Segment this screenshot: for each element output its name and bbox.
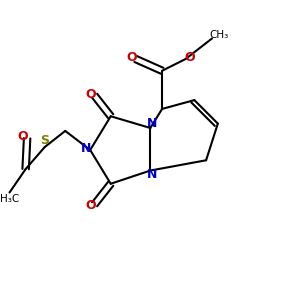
Text: O: O bbox=[85, 199, 95, 212]
Text: O: O bbox=[85, 88, 95, 101]
Text: N: N bbox=[81, 142, 91, 155]
Text: O: O bbox=[184, 51, 195, 64]
Text: H₃C: H₃C bbox=[0, 194, 19, 204]
Text: N: N bbox=[147, 117, 157, 130]
Text: O: O bbox=[17, 130, 28, 143]
Text: S: S bbox=[40, 134, 49, 147]
Text: N: N bbox=[147, 168, 157, 182]
Text: CH₃: CH₃ bbox=[210, 30, 229, 40]
Text: O: O bbox=[126, 51, 136, 64]
